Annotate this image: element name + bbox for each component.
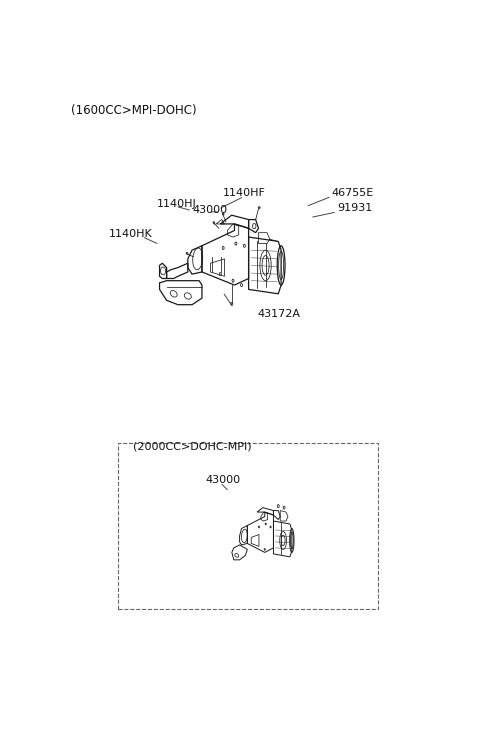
Ellipse shape [258, 207, 260, 208]
Text: 43000: 43000 [205, 475, 240, 485]
Ellipse shape [213, 222, 215, 224]
Bar [118, 443, 378, 609]
Text: 43000: 43000 [192, 205, 227, 215]
Text: 1140HJ: 1140HJ [156, 199, 196, 210]
Text: 1140HK: 1140HK [108, 229, 152, 239]
Ellipse shape [222, 213, 224, 215]
Ellipse shape [230, 303, 233, 304]
Text: (1600CC>MPI-DOHC): (1600CC>MPI-DOHC) [71, 104, 197, 117]
Text: 91931: 91931 [337, 204, 372, 213]
Ellipse shape [186, 252, 188, 254]
Text: 46755E: 46755E [332, 188, 374, 198]
Text: (2000CC>DOHC-MPI): (2000CC>DOHC-MPI) [132, 442, 251, 451]
Text: 43172A: 43172A [257, 309, 300, 319]
Text: 1140HF: 1140HF [223, 188, 265, 198]
